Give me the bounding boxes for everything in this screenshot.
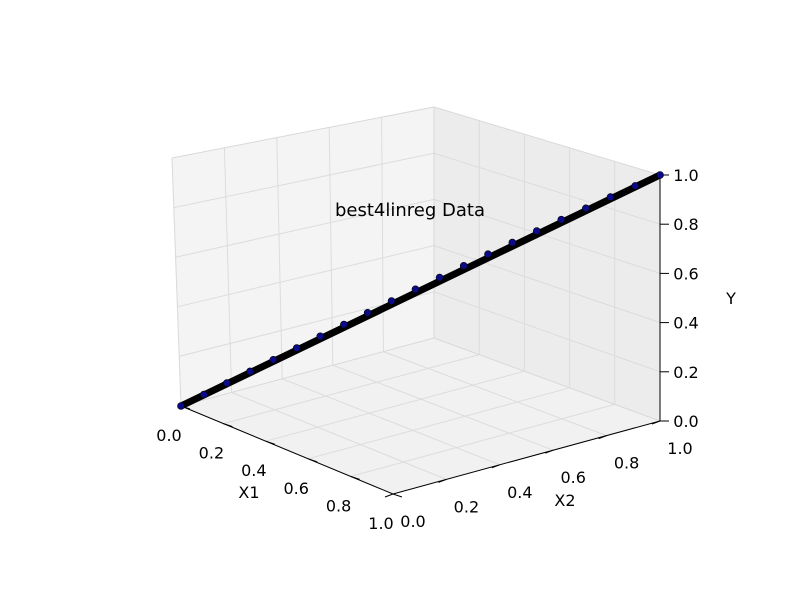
data-point <box>223 379 231 387</box>
data-point <box>582 204 590 213</box>
pane-edge <box>433 337 661 422</box>
pane-edge <box>180 337 435 407</box>
y-tick-label: 0.4 <box>507 483 532 502</box>
left-pane <box>172 107 434 406</box>
data-point <box>631 182 640 190</box>
x-tick <box>265 440 275 445</box>
data-point <box>606 193 615 201</box>
z-tick-label: 1.0 <box>673 166 698 185</box>
x-tick <box>223 423 233 428</box>
data-point <box>656 171 664 179</box>
y-tick-label: 1.0 <box>667 439 692 458</box>
data-point <box>340 320 348 329</box>
grid-line <box>282 378 500 466</box>
axes-panes <box>172 107 660 494</box>
grid-line <box>223 354 480 425</box>
x-tick-label: 1.0 <box>368 514 393 533</box>
y-axis-label: X2 <box>554 491 575 510</box>
data-point <box>246 367 254 376</box>
grid-line <box>381 117 384 352</box>
data-point <box>508 238 517 247</box>
data-point <box>459 262 468 270</box>
x-tick-label: 0.6 <box>283 479 308 498</box>
x-tick-label: 0.0 <box>156 426 181 445</box>
y-tick-label: 0.2 <box>454 497 479 516</box>
z-tick-label: 0.8 <box>673 215 698 234</box>
y-tick-label: 0.0 <box>400 512 425 531</box>
grid-line <box>328 127 334 366</box>
data-point <box>200 390 208 399</box>
y-axis-line <box>392 420 661 495</box>
y-tick-label: 0.6 <box>560 468 585 487</box>
x-tick-label: 0.4 <box>241 461 266 480</box>
grid-line <box>175 198 435 258</box>
pane-edge <box>171 157 182 407</box>
data-point <box>557 215 566 224</box>
axis-lines <box>180 175 661 495</box>
data-point <box>316 332 325 341</box>
y-tick <box>491 464 500 469</box>
data-point <box>363 308 372 317</box>
pane-edge <box>171 106 435 159</box>
back-pane <box>434 107 660 421</box>
grid-line <box>265 370 525 442</box>
x-tick <box>308 458 318 463</box>
x-tick <box>392 493 403 498</box>
grid-line <box>383 351 607 437</box>
z-axis-label: Y <box>725 289 736 308</box>
x-axis-line <box>180 405 394 495</box>
x-axis-label: X1 <box>238 483 259 502</box>
grid-line <box>332 364 554 451</box>
z-tick-label: 0.2 <box>673 363 698 382</box>
floor-pane <box>181 338 660 494</box>
grid-line <box>433 198 661 274</box>
grid-line <box>223 147 233 393</box>
z-tick-label: 0.4 <box>673 314 698 333</box>
grid-line <box>276 137 283 379</box>
grid-line <box>231 391 447 480</box>
x-tick-label: 0.2 <box>199 444 224 463</box>
data-point <box>387 297 396 305</box>
points-band <box>177 171 664 410</box>
data-point <box>177 402 185 410</box>
tick-marks: 0.0 0.0 0.0 0.2 0.2 0.2 0.4 0.4 0.4 0.6 0.6 0.6 0.8 0… <box>156 166 698 533</box>
grid-line <box>173 152 435 209</box>
y-tick <box>438 478 447 483</box>
grid-line <box>308 387 570 460</box>
data-point <box>532 227 541 235</box>
y-tick <box>545 449 554 454</box>
x-tick-label: 0.8 <box>326 496 351 515</box>
grid-line <box>433 291 661 373</box>
y-tick <box>598 435 607 440</box>
grid-line <box>433 245 661 324</box>
data-points <box>177 171 664 410</box>
x-tick <box>350 475 360 480</box>
pane-edge <box>433 106 661 176</box>
data-point <box>292 344 301 352</box>
grid-lines <box>171 106 661 480</box>
y-tick-label: 0.8 <box>614 454 639 473</box>
data-point <box>411 285 420 294</box>
chart-title: best4linreg Data <box>335 200 485 221</box>
grid-line <box>177 245 435 308</box>
y-tick <box>651 420 661 425</box>
data-point <box>435 273 444 282</box>
z-tick-label: 0.6 <box>673 264 698 283</box>
z-tick-label: 0.0 <box>673 412 698 431</box>
data-point <box>269 355 278 364</box>
grid-line <box>350 403 615 477</box>
grid-line <box>433 152 661 225</box>
data-point <box>484 250 492 258</box>
y-tick <box>384 493 394 498</box>
